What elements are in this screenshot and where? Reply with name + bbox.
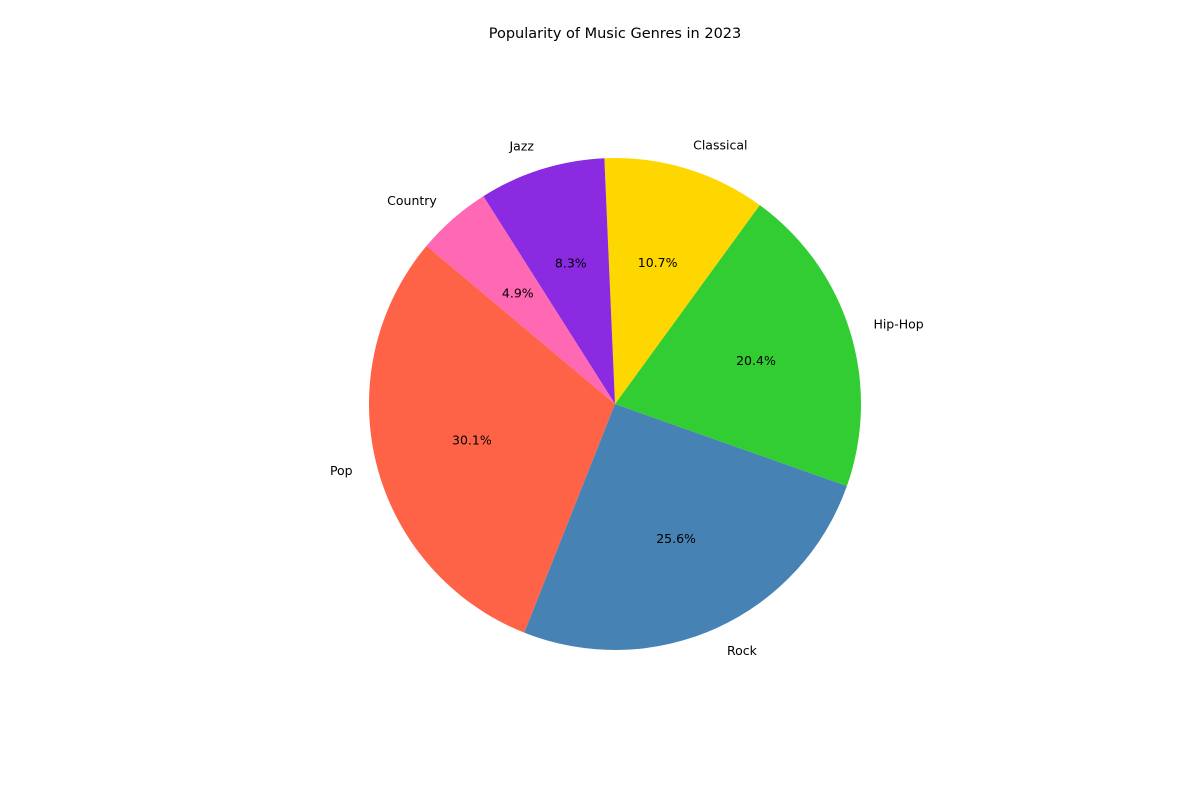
- slice-pop: [368, 245, 615, 633]
- pct-country: 4.9%: [502, 285, 534, 300]
- label-jazz: Jazz: [509, 138, 535, 153]
- label-pop: Pop: [330, 463, 353, 478]
- slice-classical: [604, 157, 760, 404]
- slice-jazz: [483, 158, 615, 404]
- pct-hip-hop: 20.4%: [736, 353, 776, 368]
- pie-slices: [368, 157, 862, 651]
- chart-title: Popularity of Music Genres in 2023: [489, 26, 742, 42]
- label-rock: Rock: [727, 643, 758, 658]
- category-labels: Pop Rock Hip-Hop Classical Jazz Country: [330, 137, 924, 657]
- pct-pop: 30.1%: [452, 433, 492, 448]
- pct-rock: 25.6%: [656, 531, 696, 546]
- percent-labels: 30.1% 25.6% 20.4% 10.7% 8.3% 4.9%: [452, 255, 776, 546]
- pct-jazz: 8.3%: [555, 256, 587, 271]
- label-country: Country: [387, 193, 437, 208]
- slice-hip-hop: [615, 205, 862, 487]
- label-hip-hop: Hip-Hop: [873, 316, 923, 331]
- slice-country: [426, 196, 615, 404]
- slice-rock: [524, 404, 847, 651]
- pct-classical: 10.7%: [638, 255, 678, 270]
- label-classical: Classical: [693, 137, 747, 152]
